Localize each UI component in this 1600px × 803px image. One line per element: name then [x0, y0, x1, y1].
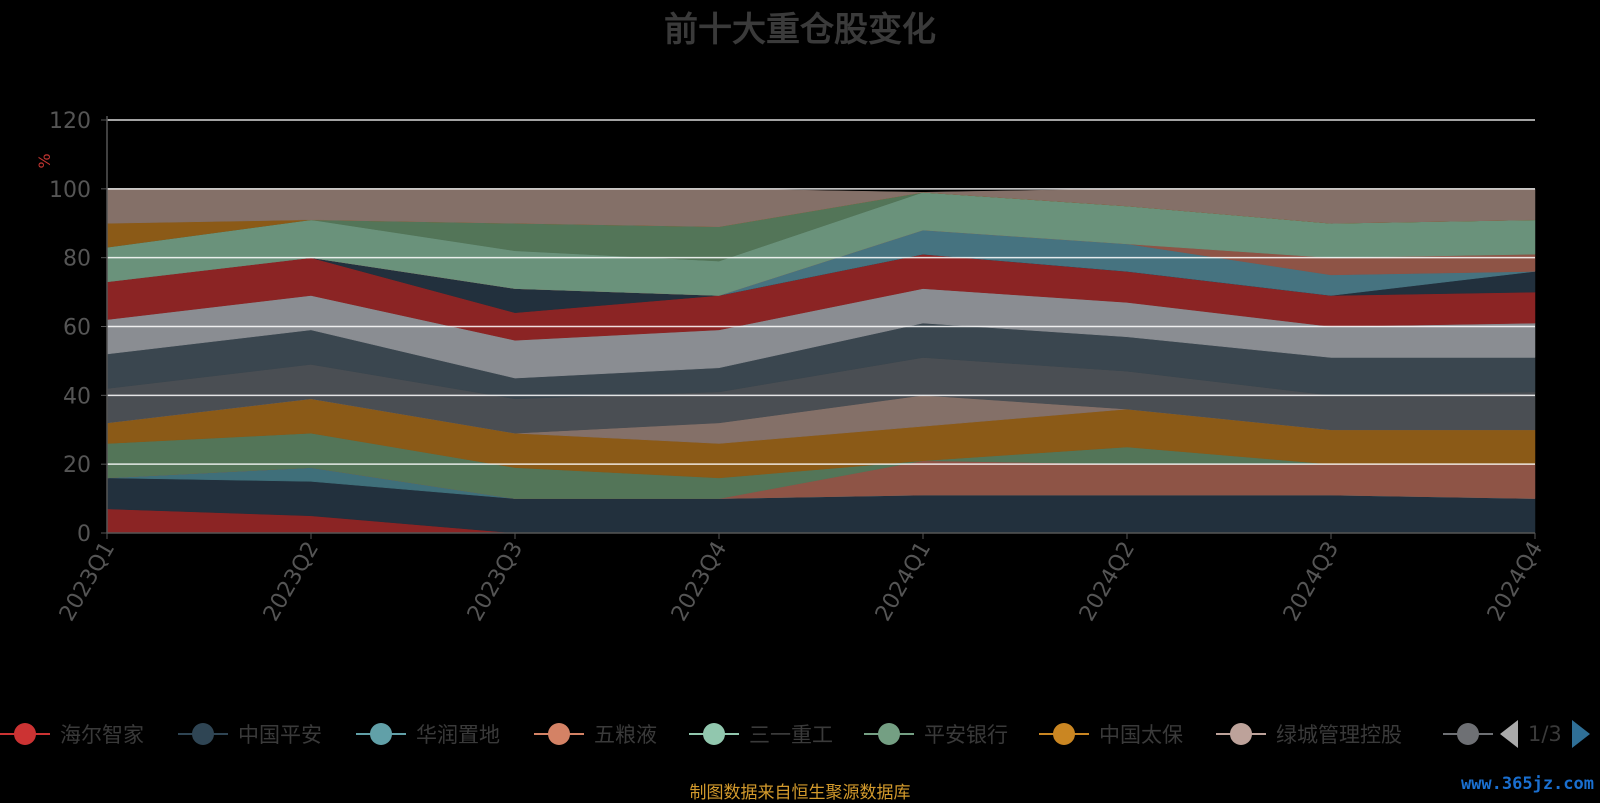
- x-tick-label: 2024Q1: [871, 538, 936, 626]
- data-source-note: 制图数据来自恒生聚源数据库: [689, 783, 911, 803]
- legend-marker-icon: [689, 719, 739, 749]
- legend-dot: [703, 723, 725, 745]
- legend-item[interactable]: 五粮液: [534, 714, 657, 754]
- legend-marker-icon: [0, 719, 50, 749]
- legend-dot: [14, 723, 36, 745]
- legend-marker-icon: [534, 719, 584, 749]
- legend-label: 中国太保: [1099, 723, 1183, 747]
- legend-label: 绿城管理控股: [1276, 723, 1402, 747]
- x-tick-label: 2024Q3: [1279, 538, 1344, 626]
- grid-lines: 0 20 40 60 80 100 120: [49, 109, 1535, 547]
- legend-pager: 1/3: [1500, 716, 1590, 752]
- x-tick-label: 2024Q2: [1075, 538, 1140, 626]
- legend-item[interactable]: 平安银行: [864, 714, 1008, 754]
- legend-label: 三一重工: [749, 723, 833, 747]
- y-tick-label: 20: [63, 453, 91, 478]
- legend-dot: [878, 723, 900, 745]
- x-tick-label: 2023Q1: [55, 538, 120, 626]
- legend-marker-icon: [1216, 719, 1266, 749]
- area-layers: [106, 188, 1536, 534]
- chart-title: 前十大重仓股变化: [664, 10, 936, 50]
- legend-label: 平安银行: [924, 723, 1008, 747]
- y-tick-label: 80: [63, 247, 91, 272]
- legend-item[interactable]: 海尔智家: [0, 714, 144, 754]
- x-tick-label: 2023Q3: [463, 538, 528, 626]
- legend-label: 中国平安: [238, 723, 322, 747]
- legend-marker-icon: [1039, 719, 1089, 749]
- y-tick-label: 60: [63, 316, 91, 341]
- legend-label: 五粮液: [594, 723, 657, 747]
- legend-label: 海尔智家: [60, 723, 144, 747]
- y-tick-label: 40: [63, 384, 91, 409]
- pager-next-icon[interactable]: [1571, 720, 1590, 748]
- legend-label: 华润置地: [416, 723, 500, 747]
- legend: 海尔智家 中国平安 华润置地 五粮液 三一重工 平安银行 中国太保 绿城管理控股: [0, 714, 1600, 754]
- legend-item[interactable]: 中国太保: [1039, 714, 1183, 754]
- y-axis-label: %: [35, 153, 54, 168]
- y-tick-label: 0: [77, 522, 91, 547]
- x-tick-label: 2023Q4: [667, 538, 732, 626]
- legend-marker-icon: [356, 719, 406, 749]
- x-tick-label: 2024Q4: [1483, 538, 1548, 626]
- legend-marker-icon: [1443, 719, 1493, 749]
- legend-dot: [548, 723, 570, 745]
- pager-prev-icon[interactable]: [1500, 720, 1518, 748]
- pager-text: 1/3: [1528, 722, 1562, 746]
- x-tick-label: 2023Q2: [259, 538, 324, 626]
- legend-dot: [1053, 723, 1075, 745]
- legend-marker-icon: [178, 719, 228, 749]
- legend-dot: [370, 723, 392, 745]
- y-tick-label: 120: [49, 109, 91, 134]
- legend-marker-icon: [864, 719, 914, 749]
- legend-dot: [192, 723, 214, 745]
- legend-item[interactable]: 三一重工: [689, 714, 833, 754]
- legend-item[interactable]: 华润置地: [356, 714, 500, 754]
- legend-item[interactable]: 中国平安: [178, 714, 322, 754]
- watermark: www.365jz.com: [1460, 774, 1594, 794]
- legend-item[interactable]: 绿城管理控股: [1216, 714, 1402, 754]
- y-tick-label: 100: [49, 178, 91, 203]
- legend-dot: [1457, 723, 1479, 745]
- legend-dot: [1230, 723, 1252, 745]
- legend-item[interactable]: [1443, 714, 1503, 754]
